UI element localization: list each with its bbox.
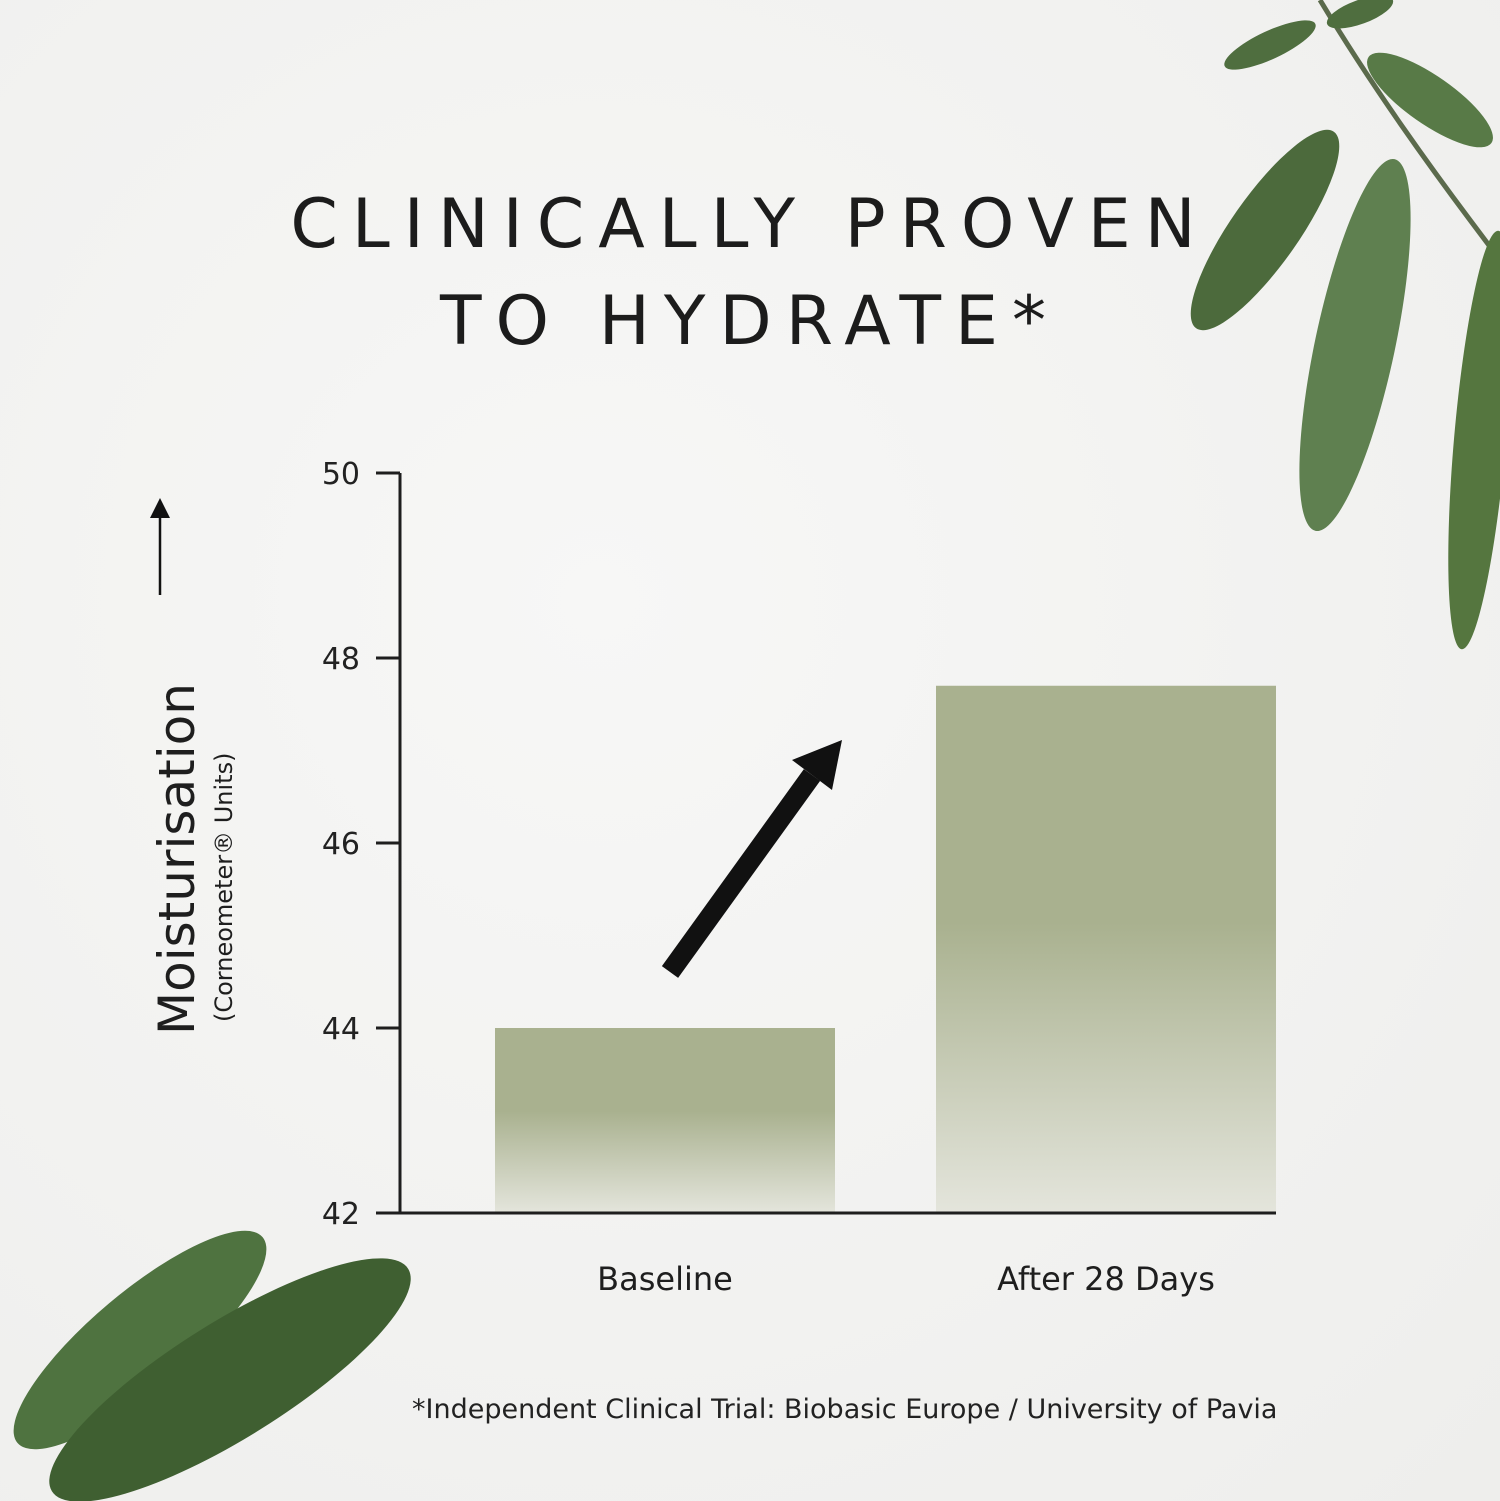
y-axis-arrow-head-icon [150,498,170,518]
trend-arrow-head-icon [792,740,842,790]
trend-arrow-shaft [661,769,821,978]
leaf-branch-top-right-icon [1190,0,1500,650]
y-tick-label-44: 44 [322,1012,360,1047]
x-tick-label-after-28-days: After 28 Days [997,1260,1215,1298]
footnote: *Independent Clinical Trial: Biobasic Eu… [412,1394,1278,1425]
y-axis-label: Moisturisation [148,683,206,1035]
y-tick-label-48: 48 [322,642,360,677]
title-line-2: TO HYDRATE* [440,282,1060,361]
title-line-1: CLINICALLY PROVEN [290,185,1210,264]
leaf-bottom-left-icon [13,1230,411,1501]
y-tick-label-42: 42 [322,1197,360,1232]
y-tick-label-46: 46 [322,827,360,862]
x-tick-label-baseline: Baseline [597,1260,733,1298]
y-axis-sublabel: (Corneometer® Units) [210,752,238,1022]
bar-chart: 42 44 46 48 50 [150,457,1276,1232]
y-tick-label-50: 50 [322,457,360,492]
bar-baseline [495,1028,835,1213]
bar-after-28-days [936,685,1276,1213]
